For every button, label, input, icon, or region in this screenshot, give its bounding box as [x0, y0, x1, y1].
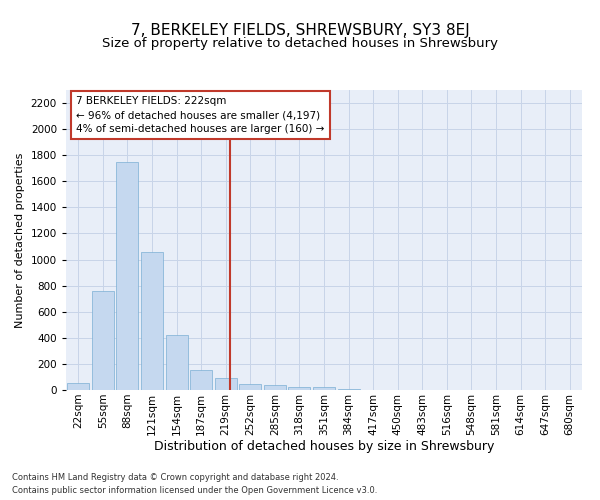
Bar	[289, 386, 310, 390]
Bar	[141, 252, 163, 390]
Text: 7 BERKELEY FIELDS: 222sqm
← 96% of detached houses are smaller (4,197)
4% of sem: 7 BERKELEY FIELDS: 222sqm ← 96% of detac…	[76, 96, 325, 134]
Text: Size of property relative to detached houses in Shrewsbury: Size of property relative to detached ho…	[102, 38, 498, 51]
Bar	[313, 388, 335, 390]
Bar	[215, 378, 237, 390]
Bar	[166, 335, 188, 390]
Bar	[116, 162, 139, 390]
Text: Contains HM Land Registry data © Crown copyright and database right 2024.: Contains HM Land Registry data © Crown c…	[12, 474, 338, 482]
Bar	[239, 384, 262, 390]
Y-axis label: Number of detached properties: Number of detached properties	[15, 152, 25, 328]
Bar	[264, 386, 286, 390]
Bar	[67, 384, 89, 390]
Bar	[190, 370, 212, 390]
Text: Contains public sector information licensed under the Open Government Licence v3: Contains public sector information licen…	[12, 486, 377, 495]
Text: 7, BERKELEY FIELDS, SHREWSBURY, SY3 8EJ: 7, BERKELEY FIELDS, SHREWSBURY, SY3 8EJ	[131, 22, 469, 38]
Bar	[92, 291, 114, 390]
X-axis label: Distribution of detached houses by size in Shrewsbury: Distribution of detached houses by size …	[154, 440, 494, 454]
